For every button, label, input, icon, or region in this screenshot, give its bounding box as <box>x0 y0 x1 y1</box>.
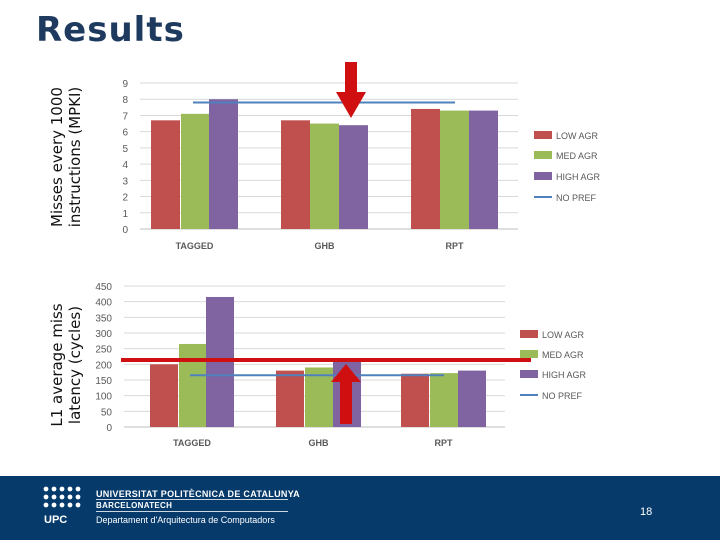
charts-canvas: 0 1 2 3 4 5 6 7 8 9 TAGGED GHB RPT LOW AGR MED AGR HIGH… <box>95 62 601 448</box>
bottom-legend-label: HIGH AGR <box>542 370 587 380</box>
bottom-bar-med-agr <box>179 343 207 427</box>
top-bar-low-agr <box>151 120 180 229</box>
bottom-ytick-label: 100 <box>95 392 112 403</box>
top-bar-med-agr <box>310 123 339 229</box>
top-ytick-label: 6 <box>122 128 128 139</box>
bottom-category-label: GHB <box>309 438 330 448</box>
university-name: UNIVERSITAT POLITÈCNICA DE CATALUNYA <box>96 489 300 499</box>
bottom-ytick-label: 250 <box>95 345 112 356</box>
bottom-ytick-label: 0 <box>106 423 112 434</box>
top-legend-label: NO PREF <box>556 193 597 203</box>
top-legend-label: HIGH AGR <box>556 172 601 182</box>
top-ytick-label: 4 <box>122 160 128 171</box>
bottom-ytick-label: 150 <box>95 376 112 387</box>
bottom-ytick-label: 200 <box>95 360 112 371</box>
university-city: BARCELONATECH <box>96 501 173 510</box>
bottom-bar-low-agr <box>401 373 429 427</box>
bottom-bar-med-agr <box>305 367 333 427</box>
bottom-legend-label: MED AGR <box>542 350 584 360</box>
bottom-category-label: TAGGED <box>173 438 211 448</box>
top-category-label: RPT <box>446 241 465 251</box>
bottom-bar-low-agr <box>150 364 178 427</box>
bottom-bar-med-agr <box>430 373 458 427</box>
top-bar-med-agr <box>181 113 210 229</box>
department-name: Departament d'Arquitectura de Computador… <box>96 515 275 525</box>
page-title: Results <box>36 10 185 50</box>
top-ytick-label: 0 <box>122 225 128 236</box>
top-ytick-label: 2 <box>122 193 128 204</box>
top-legend-label: LOW AGR <box>556 131 599 141</box>
bottom-legend-swatch <box>520 350 538 358</box>
top-ytick-label: 8 <box>122 95 128 106</box>
top-ytick-label: 9 <box>122 79 128 90</box>
bottom-legend-label: NO PREF <box>542 391 583 401</box>
bottom-bar-high-agr <box>458 370 486 427</box>
bottom-legend-swatch <box>520 370 538 378</box>
top-bar-med-agr <box>440 110 469 229</box>
bottom-up-arrow-head <box>331 364 361 382</box>
top-bar-high-agr <box>469 110 498 229</box>
bottom-bar-low-agr <box>276 370 304 427</box>
top-down-arrow-shaft <box>345 62 357 92</box>
upc-logo-icon <box>43 486 81 508</box>
bottom-up-arrow-shaft <box>340 382 352 424</box>
top-bar-low-agr <box>281 120 310 229</box>
bottom-legend-swatch <box>520 330 538 338</box>
upc-logo-text: UPC <box>44 514 68 526</box>
top-ytick-label: 7 <box>122 111 128 122</box>
footer-bar <box>0 476 720 540</box>
bottom-ytick-label: 50 <box>101 407 113 418</box>
page-number: 18 <box>640 506 653 518</box>
bottom-ytick-label: 400 <box>95 298 112 309</box>
top-category-label: GHB <box>315 241 336 251</box>
top-ytick-label: 1 <box>122 209 128 220</box>
top-legend-label: MED AGR <box>556 151 598 161</box>
top-category-label: TAGGED <box>176 241 214 251</box>
top-legend-swatch <box>534 172 552 180</box>
top-ytick-label: 3 <box>122 176 128 187</box>
bottom-ytick-label: 350 <box>95 313 112 324</box>
bottom-category-label: RPT <box>435 438 454 448</box>
top-ytick-label: 5 <box>122 144 128 155</box>
top-bar-high-agr <box>209 99 238 229</box>
bottom-legend-label: LOW AGR <box>542 330 585 340</box>
bottom-ytick-label: 300 <box>95 329 112 340</box>
top-bar-high-agr <box>339 125 368 229</box>
top-down-arrow-head <box>336 92 366 118</box>
top-legend-swatch <box>534 131 552 139</box>
top-bar-low-agr <box>411 108 440 229</box>
top-legend-swatch <box>534 151 552 159</box>
bottom-ytick-label: 450 <box>95 282 112 293</box>
footer-divider-bottom <box>96 511 288 512</box>
footer-divider-top <box>96 499 288 500</box>
